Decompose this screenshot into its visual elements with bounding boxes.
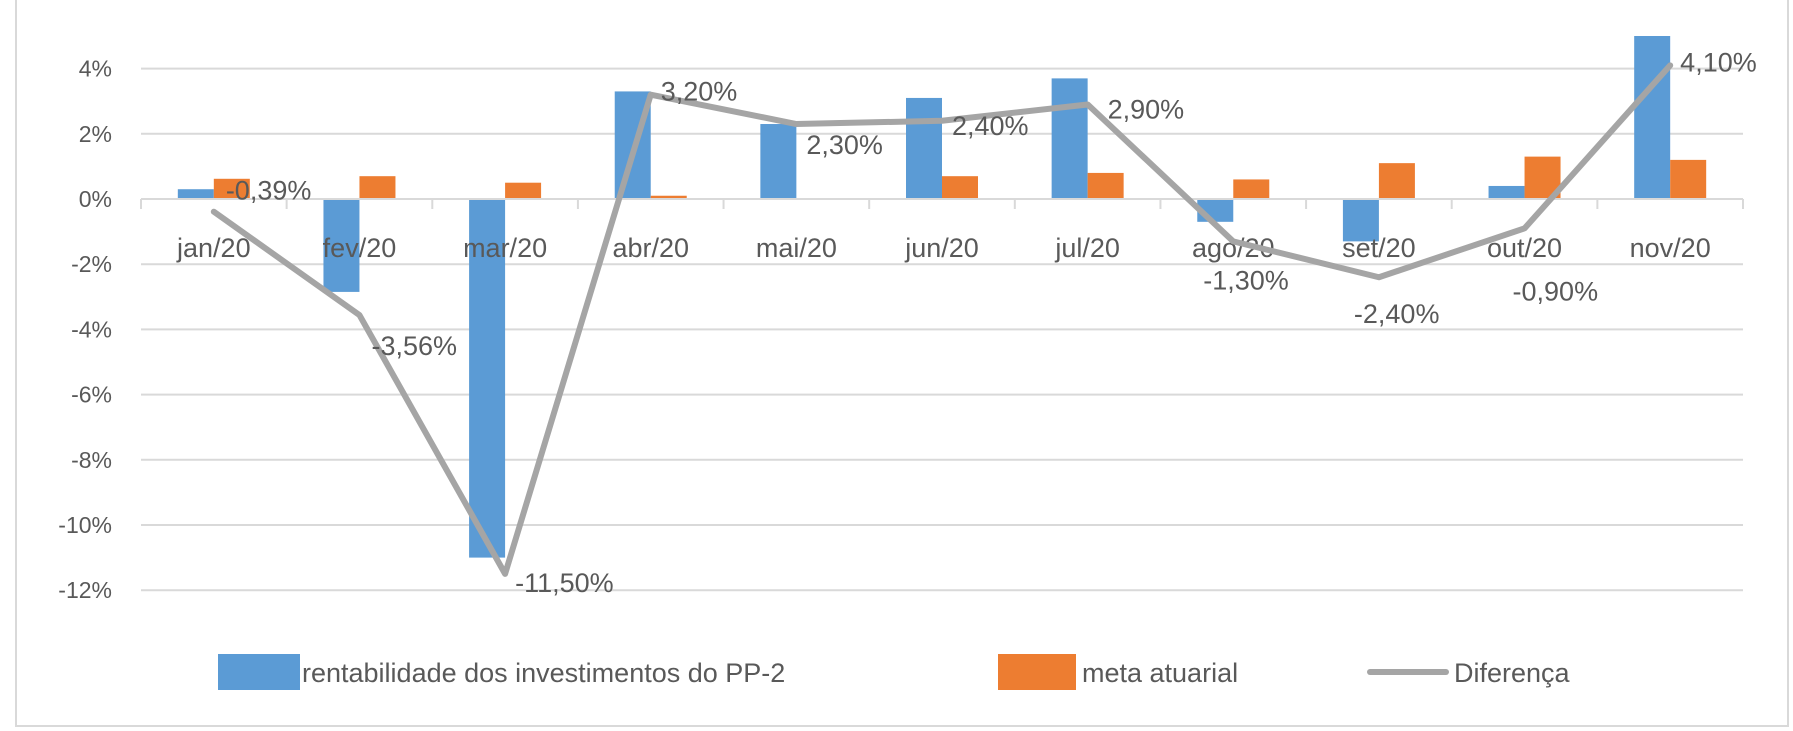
legend-swatch-rentabilidade [218,654,300,690]
bar-meta-atuarial [942,176,978,199]
y-tick-label: -2% [71,251,112,277]
legend-label-meta-atuarial: meta atuarial [1082,658,1238,688]
line-diferenca [210,62,1674,577]
data-label-diferenca: 4,10% [1680,47,1757,77]
y-tick-label: 4% [79,56,112,82]
data-label-diferenca: -11,50% [515,568,614,598]
y-tick-label: -12% [58,577,112,603]
x-tick-label: jun/20 [904,233,979,263]
bar-rentabilidade [469,199,506,558]
y-tick-label: 0% [79,186,112,212]
legend-label-rentabilidade: rentabilidade dos investimentos do PP-2 [302,658,785,688]
bar-rentabilidade [760,124,797,199]
y-tick-label: 2% [79,121,112,147]
x-tick-label: mai/20 [756,233,837,263]
bar-meta-atuarial [1087,172,1124,199]
x-tick-label: fev/20 [323,233,397,263]
chart-frame [15,0,1789,727]
bar-rentabilidade [1488,185,1525,199]
x-tick-label: mar/20 [463,233,547,263]
legend-label-diferenca: Diferença [1454,658,1571,688]
data-label-diferenca: 2,90% [1108,94,1185,124]
data-label-diferenca: -3,56% [371,331,457,361]
data-label-diferenca: -1,30% [1203,265,1289,295]
x-tick-label: jan/20 [176,233,251,263]
x-tick-label: abr/20 [612,233,689,263]
data-label-diferenca: 3,20% [661,77,738,107]
y-tick-label: -6% [71,382,112,408]
bar-meta-atuarial [505,182,542,199]
data-label-diferenca: -0,90% [1513,276,1599,306]
bar-rentabilidade [323,199,360,292]
bar-meta-atuarial [213,178,250,199]
x-tick-label: set/20 [1342,233,1416,263]
bar-rentabilidade [177,189,214,199]
data-label-diferenca: 2,40% [952,111,1029,141]
y-tick-label: -8% [71,447,112,473]
bar-meta-atuarial [650,195,687,199]
data-label-diferenca: -0,39% [226,176,312,206]
bar-rentabilidade [1634,36,1671,199]
bar-rentabilidade [1342,199,1379,242]
bar-meta-atuarial [1233,179,1270,199]
bar-meta-atuarial [1378,163,1415,199]
legend-swatch-meta-atuarial [998,654,1076,690]
bar-rentabilidade [1051,78,1088,199]
y-tick-label: -4% [71,316,112,342]
bar-rentabilidade [906,97,942,199]
data-label-diferenca: 2,30% [806,130,883,160]
x-tick-label: jul/20 [1054,233,1120,263]
x-tick-label: nov/20 [1630,233,1711,263]
y-tick-label: -10% [58,512,112,538]
bar-meta-atuarial [359,176,396,199]
data-label-diferenca: -2,40% [1354,299,1440,329]
bar-meta-atuarial [1670,159,1707,199]
